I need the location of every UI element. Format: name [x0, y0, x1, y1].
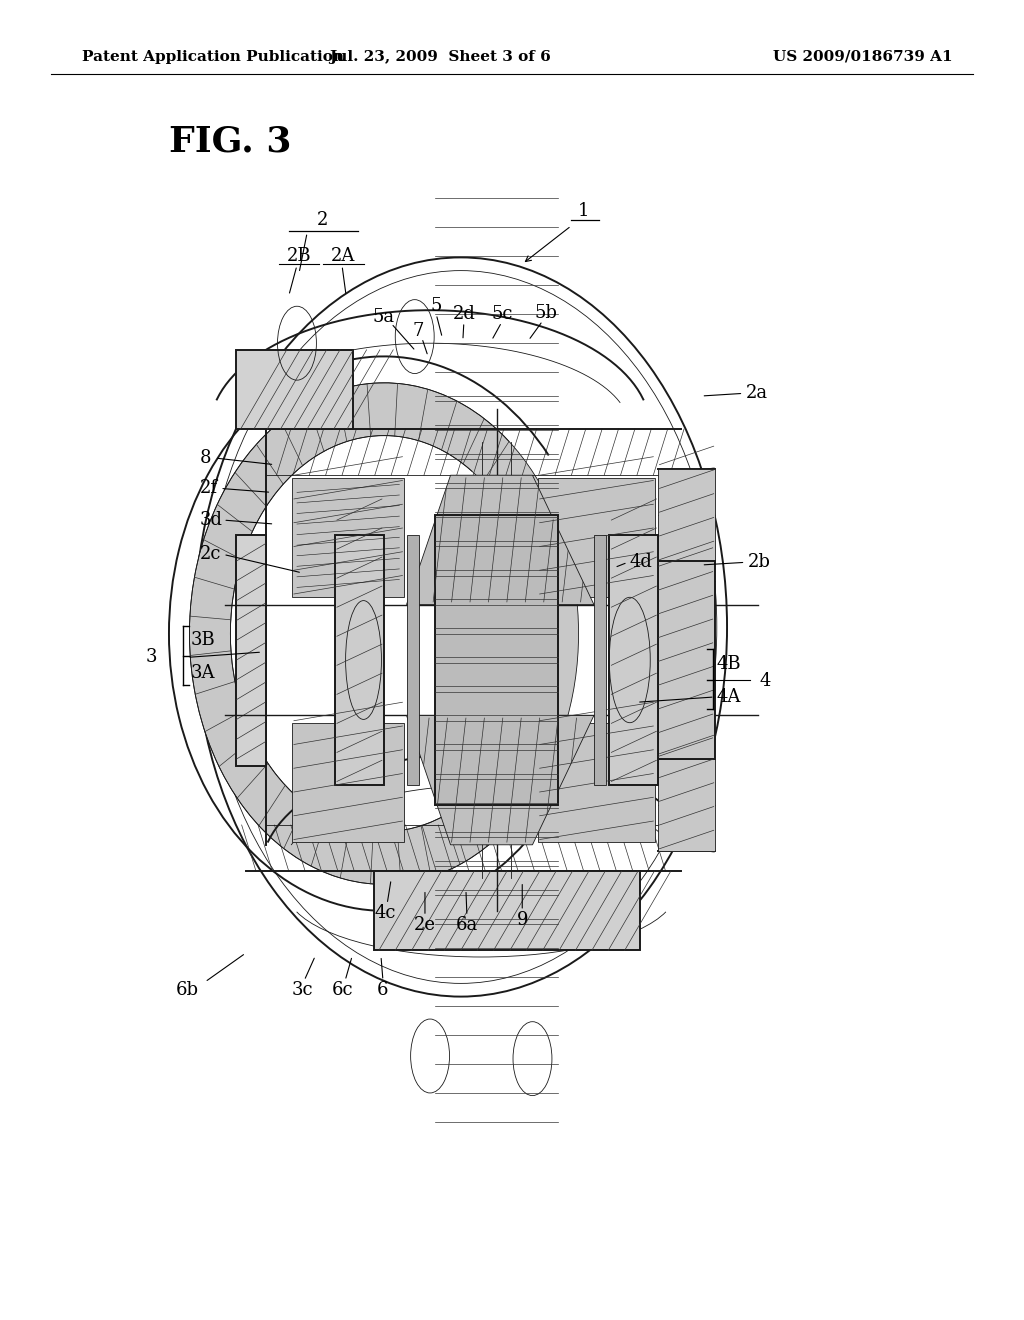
Text: 3d: 3d [200, 511, 222, 529]
Text: 8: 8 [200, 449, 211, 467]
Bar [538, 723, 655, 842]
Bar [236, 535, 266, 766]
Text: 3: 3 [145, 648, 157, 667]
Text: 2b: 2b [748, 553, 770, 572]
Text: 7: 7 [412, 322, 424, 341]
Bar [236, 350, 353, 429]
Text: 2d: 2d [453, 305, 475, 323]
Text: 3A: 3A [190, 664, 215, 682]
Bar [658, 561, 715, 759]
Text: 5a: 5a [373, 308, 395, 326]
Text: 3c: 3c [291, 981, 313, 999]
Polygon shape [407, 715, 594, 845]
Text: 1: 1 [578, 202, 590, 220]
Text: 5c: 5c [492, 305, 512, 323]
Text: 3B: 3B [190, 631, 215, 649]
Text: 4B: 4B [717, 655, 741, 673]
Text: 4A: 4A [717, 688, 741, 706]
Text: 2f: 2f [200, 479, 218, 498]
Text: 6: 6 [377, 981, 389, 999]
Text: 5: 5 [430, 297, 442, 315]
Text: 2A: 2A [331, 247, 355, 265]
Text: 2e: 2e [414, 916, 436, 935]
Text: 2: 2 [316, 211, 329, 230]
Text: US 2009/0186739 A1: US 2009/0186739 A1 [773, 50, 952, 63]
Bar [658, 759, 715, 851]
Bar [594, 535, 606, 785]
Text: 4c: 4c [375, 904, 395, 923]
Text: 4: 4 [760, 672, 771, 690]
Text: 2B: 2B [287, 247, 311, 265]
Bar [292, 478, 404, 597]
Text: FIG. 3: FIG. 3 [169, 124, 292, 158]
Text: Patent Application Publication: Patent Application Publication [82, 50, 344, 63]
Text: 6b: 6b [176, 981, 199, 999]
Text: 6a: 6a [456, 916, 478, 935]
Polygon shape [407, 475, 594, 605]
Bar [407, 535, 419, 785]
Bar [538, 478, 655, 597]
Text: 2a: 2a [745, 384, 768, 403]
Bar [609, 535, 658, 785]
Text: 9: 9 [516, 911, 528, 929]
Bar [292, 723, 404, 842]
Text: 2c: 2c [200, 545, 221, 564]
Text: 4d: 4d [630, 553, 652, 572]
Bar [335, 535, 384, 785]
Text: 5b: 5b [535, 304, 557, 322]
Text: 6c: 6c [332, 981, 354, 999]
Text: Jul. 23, 2009  Sheet 3 of 6: Jul. 23, 2009 Sheet 3 of 6 [330, 50, 551, 63]
Bar [435, 515, 558, 805]
Bar [658, 469, 715, 561]
Bar [374, 871, 640, 950]
